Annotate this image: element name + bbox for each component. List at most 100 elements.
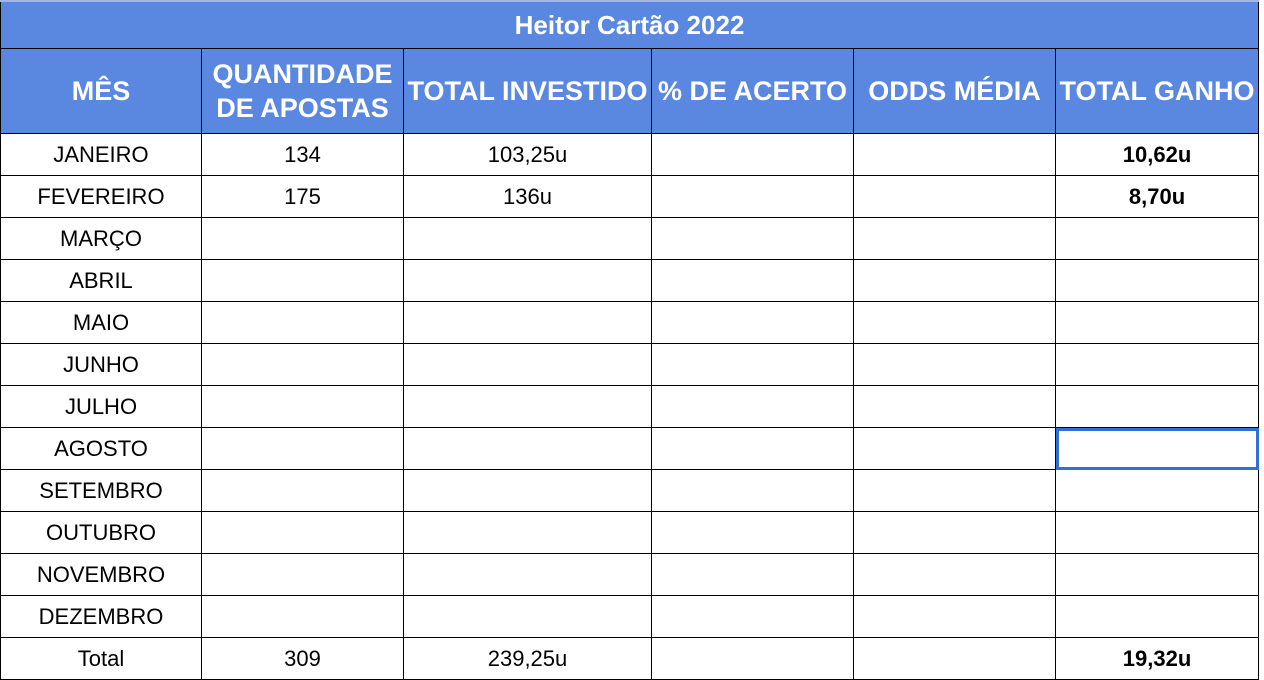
cell-month[interactable]: ABRIL <box>0 259 202 302</box>
cell-month[interactable]: JANEIRO <box>0 133 202 176</box>
cell-bets[interactable] <box>201 217 404 260</box>
cell-hit-rate[interactable] <box>651 343 854 386</box>
cell-month[interactable]: AGOSTO <box>0 427 202 470</box>
cell-total-won[interactable] <box>1054 217 1260 260</box>
table-row: MAIO <box>0 301 1260 344</box>
header-bets[interactable]: QUANTIDADE DE APOSTAS <box>201 48 404 134</box>
cell-avg-odds[interactable] <box>853 469 1056 512</box>
cell-invested[interactable] <box>403 595 652 638</box>
header-month[interactable]: MÊS <box>0 48 202 134</box>
cell-bets[interactable] <box>201 343 404 386</box>
table-row: JUNHO <box>0 343 1260 386</box>
cell-avg-odds[interactable] <box>853 217 1056 260</box>
cell-hit-rate[interactable] <box>651 217 854 260</box>
cell-total-won[interactable] <box>1054 595 1260 638</box>
cell-total-won[interactable]: 8,70u <box>1054 175 1260 218</box>
header-row: MÊS QUANTIDADE DE APOSTAS TOTAL INVESTID… <box>0 48 1260 134</box>
cell-total-won[interactable] <box>1054 469 1260 512</box>
cell-avg-odds[interactable] <box>853 511 1056 554</box>
cell-avg-odds[interactable] <box>853 595 1056 638</box>
cell-invested[interactable]: 103,25u <box>403 133 652 176</box>
cell-bets[interactable] <box>201 259 404 302</box>
cell-hit-rate[interactable] <box>651 427 854 470</box>
cell-total-won[interactable] <box>1054 385 1260 428</box>
cell-month[interactable]: FEVEREIRO <box>0 175 202 218</box>
table-row: MARÇO <box>0 217 1260 260</box>
cell-hit-rate[interactable] <box>651 637 854 680</box>
cell-bets[interactable] <box>201 301 404 344</box>
selected-cell-total-won[interactable] <box>1054 427 1260 470</box>
cell-avg-odds[interactable] <box>853 385 1056 428</box>
cell-avg-odds[interactable] <box>853 133 1056 176</box>
cell-hit-rate[interactable] <box>651 553 854 596</box>
table-title[interactable]: Heitor Cartão 2022 <box>0 0 1260 49</box>
table-row: SETEMBRO <box>0 469 1260 512</box>
cell-month[interactable]: MARÇO <box>0 217 202 260</box>
cell-total-won[interactable] <box>1054 343 1260 386</box>
cell-total-won[interactable]: 19,32u <box>1054 637 1260 680</box>
cell-hit-rate[interactable] <box>651 133 854 176</box>
cell-invested[interactable] <box>403 553 652 596</box>
cell-hit-rate[interactable] <box>651 595 854 638</box>
cell-bets[interactable] <box>201 553 404 596</box>
table-row: AGOSTO <box>0 427 1260 470</box>
cell-invested[interactable] <box>403 427 652 470</box>
cell-invested[interactable] <box>403 301 652 344</box>
cell-bets[interactable]: 175 <box>201 175 404 218</box>
header-invested[interactable]: TOTAL INVESTIDO <box>403 48 652 134</box>
cell-month[interactable]: JULHO <box>0 385 202 428</box>
cell-total-won[interactable] <box>1054 553 1260 596</box>
cell-month[interactable]: MAIO <box>0 301 202 344</box>
cell-hit-rate[interactable] <box>651 385 854 428</box>
table-row: OUTUBRO <box>0 511 1260 554</box>
cell-month[interactable]: NOVEMBRO <box>0 553 202 596</box>
cell-avg-odds[interactable] <box>853 553 1056 596</box>
cell-invested[interactable] <box>403 217 652 260</box>
cell-total-won[interactable] <box>1054 301 1260 344</box>
cell-invested[interactable]: 239,25u <box>403 637 652 680</box>
table-row: ABRIL <box>0 259 1260 302</box>
cell-avg-odds[interactable] <box>853 301 1056 344</box>
cell-bets[interactable] <box>201 427 404 470</box>
table-row: DEZEMBRO <box>0 595 1260 638</box>
cell-bets[interactable] <box>201 595 404 638</box>
cell-bets[interactable]: 309 <box>201 637 404 680</box>
cell-total-won[interactable]: 10,62u <box>1054 133 1260 176</box>
cell-month[interactable]: JUNHO <box>0 343 202 386</box>
cell-hit-rate[interactable] <box>651 259 854 302</box>
cell-bets[interactable] <box>201 511 404 554</box>
cell-month[interactable]: SETEMBRO <box>0 469 202 512</box>
cell-month[interactable]: Total <box>0 637 202 680</box>
cell-total-won[interactable] <box>1054 259 1260 302</box>
table-row: FEVEREIRO 175 136u 8,70u <box>0 175 1260 218</box>
header-total-won[interactable]: TOTAL GANHO <box>1054 48 1260 134</box>
cell-invested[interactable] <box>403 259 652 302</box>
cell-hit-rate[interactable] <box>651 511 854 554</box>
table-row: NOVEMBRO <box>0 553 1260 596</box>
cell-invested[interactable] <box>403 511 652 554</box>
cell-invested[interactable]: 136u <box>403 175 652 218</box>
cell-total-won[interactable] <box>1054 511 1260 554</box>
cell-avg-odds[interactable] <box>853 637 1056 680</box>
cell-month[interactable]: OUTUBRO <box>0 511 202 554</box>
header-avg-odds[interactable]: ODDS MÉDIA <box>853 48 1056 134</box>
cell-hit-rate[interactable] <box>651 469 854 512</box>
cell-avg-odds[interactable] <box>853 427 1056 470</box>
cell-invested[interactable] <box>403 385 652 428</box>
cell-month[interactable]: DEZEMBRO <box>0 595 202 638</box>
cell-hit-rate[interactable] <box>651 301 854 344</box>
cell-avg-odds[interactable] <box>853 175 1056 218</box>
cell-invested[interactable] <box>403 469 652 512</box>
header-bets-line1: QUANTIDADE <box>212 59 393 89</box>
cell-bets[interactable] <box>201 385 404 428</box>
cell-bets[interactable] <box>201 469 404 512</box>
cell-avg-odds[interactable] <box>853 343 1056 386</box>
cell-avg-odds[interactable] <box>853 259 1056 302</box>
table-row: JULHO <box>0 385 1260 428</box>
cell-bets[interactable]: 134 <box>201 133 404 176</box>
cell-hit-rate[interactable] <box>651 175 854 218</box>
header-hit-rate[interactable]: % DE ACERTO <box>651 48 854 134</box>
cell-invested[interactable] <box>403 343 652 386</box>
